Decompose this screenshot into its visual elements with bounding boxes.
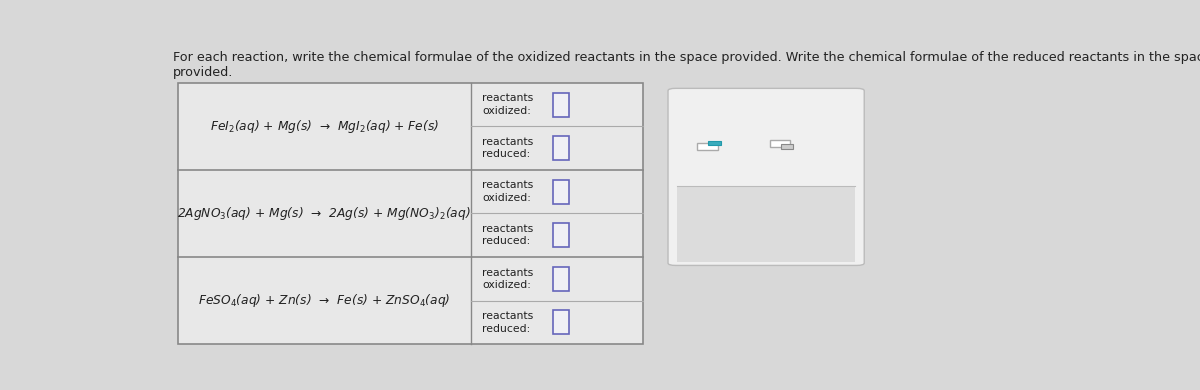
FancyBboxPatch shape xyxy=(553,267,570,291)
FancyBboxPatch shape xyxy=(553,93,570,117)
FancyBboxPatch shape xyxy=(668,89,864,266)
FancyBboxPatch shape xyxy=(553,136,570,160)
FancyBboxPatch shape xyxy=(697,143,718,150)
Text: 2AgNO$_3$(aq) + Mg(s)  →  2Ag(s) + Mg(NO$_3$)$_2$(aq): 2AgNO$_3$(aq) + Mg(s) → 2Ag(s) + Mg(NO$_… xyxy=(178,205,472,222)
Text: FeSO$_4$(aq) + Zn(s)  →  Fe(s) + ZnSO$_4$(aq): FeSO$_4$(aq) + Zn(s) → Fe(s) + ZnSO$_4$(… xyxy=(198,292,450,309)
Text: reactants
reduced:: reactants reduced: xyxy=(482,311,533,333)
Text: provided.: provided. xyxy=(173,66,234,79)
FancyBboxPatch shape xyxy=(708,140,720,145)
Text: reactants
reduced:: reactants reduced: xyxy=(482,137,533,160)
Text: ↺: ↺ xyxy=(760,220,773,238)
Text: reactants
oxidized:: reactants oxidized: xyxy=(482,268,533,290)
FancyBboxPatch shape xyxy=(553,223,570,247)
Text: reactants
reduced:: reactants reduced: xyxy=(482,224,533,246)
Text: ?: ? xyxy=(820,221,828,236)
Text: FeI$_2$(aq) + Mg(s)  →  MgI$_2$(aq) + Fe(s): FeI$_2$(aq) + Mg(s) → MgI$_2$(aq) + Fe(s… xyxy=(210,118,439,135)
Text: reactants
oxidized:: reactants oxidized: xyxy=(482,94,533,116)
Text: For each reaction, write the chemical formulae of the oxidized reactants in the : For each reaction, write the chemical fo… xyxy=(173,51,1200,64)
FancyBboxPatch shape xyxy=(769,140,791,147)
FancyBboxPatch shape xyxy=(781,144,793,149)
FancyBboxPatch shape xyxy=(553,310,570,334)
Text: ×: × xyxy=(702,221,714,236)
FancyBboxPatch shape xyxy=(553,180,570,204)
Text: reactants
oxidized:: reactants oxidized: xyxy=(482,181,533,203)
FancyBboxPatch shape xyxy=(677,186,854,262)
FancyBboxPatch shape xyxy=(178,83,643,344)
